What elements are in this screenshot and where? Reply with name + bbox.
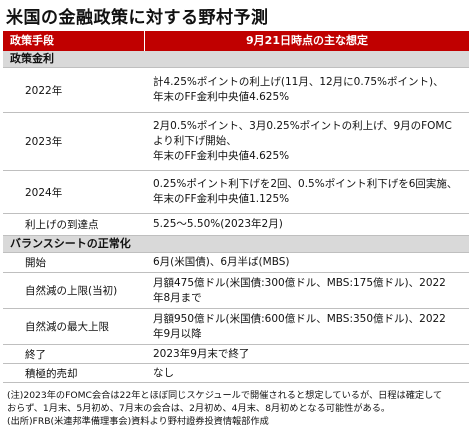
table-row: 2023年 2月0.5%ポイント、3月0.25%ポイントの利上げ、9月のFOMC… <box>3 113 469 171</box>
table-row: 2022年 計4.25%ポイントの利上げ(11月、12月に0.75%ポイント)、… <box>3 68 469 113</box>
row-label: 積極的売却 <box>25 367 78 380</box>
row-value-line: 月額950億ドル(米国債:600億ドル、MBS:350億ドル)、2022 <box>153 312 446 325</box>
row-value-line: 2023年9月末で終了 <box>153 347 250 360</box>
header-assumption: 9月21日時点の主な想定 <box>246 34 368 47</box>
row-label: 2024年 <box>25 186 63 199</box>
section-policy-rate: 政策金利 <box>3 51 469 68</box>
row-label: 2023年 <box>25 136 63 148</box>
row-value-line: 年末のFF金利中央値1.125% <box>153 193 290 205</box>
row-value-line: 0.25%ポイント利下げを2回、0.5%ポイント利下げを6回実施、 <box>153 178 458 190</box>
row-value-line: 5.25～5.50%(2023年2月) <box>153 218 283 230</box>
row-value-line: より利下げ開始、 <box>153 135 237 147</box>
row-label: 利上げの到達点 <box>25 219 99 231</box>
row-value-line: 年9月以降 <box>153 327 202 340</box>
footnote-line: (出所)FRB(米連邦準備理事会)資料より野村證券投資情報部作成 <box>7 416 269 427</box>
table-row: 自然減の上限(当初) 月額475億ドル(米国債:300億ドル、MBS:175億ド… <box>3 273 469 309</box>
row-label: 開始 <box>25 257 46 269</box>
row-value-line: 年末のFF金利中央値4.625% <box>153 91 290 103</box>
table-header: 政策手段 9月21日時点の主な想定 <box>3 31 469 51</box>
table-row: 積極的売却 なし <box>3 364 469 383</box>
table-row: 2024年 0.25%ポイント利下げを2回、0.5%ポイント利下げを6回実施、 … <box>3 171 469 214</box>
header-policy-tool: 政策手段 <box>3 31 145 51</box>
forecast-table: 政策手段 9月21日時点の主な想定 政策金利 2022年 計4.25%ポイントの… <box>3 31 469 383</box>
page-title: 米国の金融政策に対する野村予測 <box>6 8 269 28</box>
row-label: 自然減の上限(当初) <box>25 285 118 297</box>
footnote-line: おらず、1月末、5月初め、7月末の会合は、2月初め、4月末、8月初めとなる可能性… <box>7 403 391 414</box>
section-balance-sheet: バランスシートの正常化 <box>3 236 469 253</box>
row-label: 自然減の最大上限 <box>25 321 109 333</box>
row-value-line: 6月(米国債)、6月半ば(MBS) <box>153 256 290 268</box>
row-value-line: 月額475億ドル(米国債:300億ドル、MBS:175億ドル)、2022 <box>153 276 446 289</box>
row-value-line: 年8月まで <box>153 291 202 304</box>
footnotes: (注)2023年のFOMC会合は22年とほぼ同じスケジュールで開催されると想定し… <box>7 389 442 428</box>
row-label: 2022年 <box>25 84 63 97</box>
row-value-line: 計4.25%ポイントの利上げ(11月、12月に0.75%ポイント)、 <box>153 76 444 88</box>
table-row: 終了 2023年9月末で終了 <box>3 345 469 364</box>
footnote-line: (注)2023年のFOMC会合は22年とほぼ同じスケジュールで開催されると想定し… <box>7 390 443 401</box>
row-value-line: 2月0.5%ポイント、3月0.25%ポイントの利上げ、9月のFOMC <box>153 120 452 132</box>
row-value-line: 年末のFF金利中央値4.625% <box>153 150 290 162</box>
table-row: 利上げの到達点 5.25～5.50%(2023年2月) <box>3 214 469 236</box>
row-label: 終了 <box>25 348 46 361</box>
row-value-line: なし <box>153 366 174 379</box>
table-row: 開始 6月(米国債)、6月半ば(MBS) <box>3 253 469 273</box>
table-row: 自然減の最大上限 月額950億ドル(米国債:600億ドル、MBS:350億ドル)… <box>3 309 469 345</box>
